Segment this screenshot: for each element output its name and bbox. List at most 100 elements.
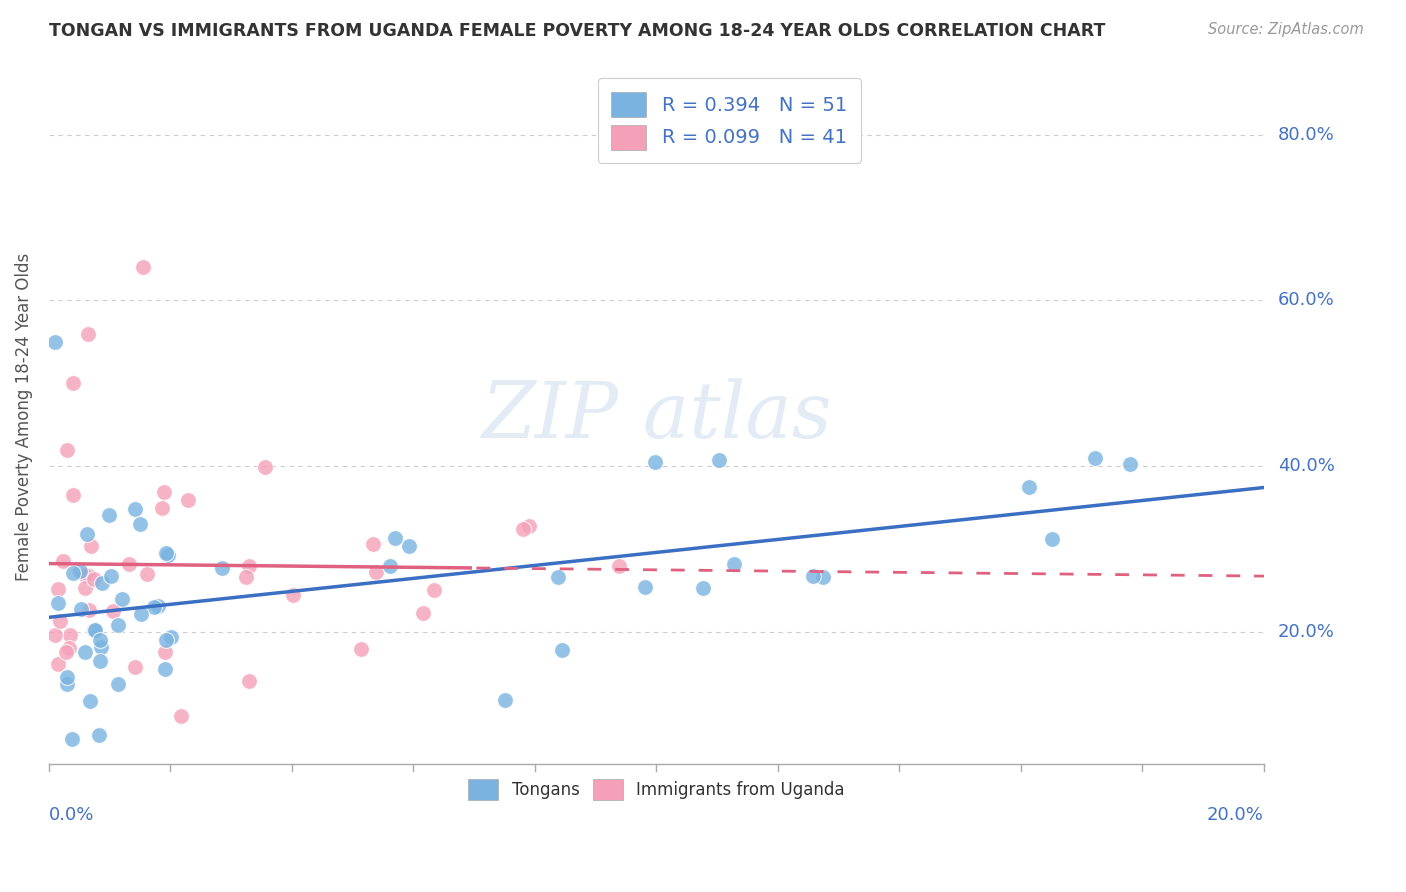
Point xyxy=(146,599,169,614)
Point xyxy=(69,565,91,579)
Point xyxy=(150,501,173,516)
Point xyxy=(73,568,96,582)
Point xyxy=(56,442,79,457)
Point xyxy=(551,643,574,657)
Text: ZIP atlas: ZIP atlas xyxy=(481,378,832,455)
Text: 20.0%: 20.0% xyxy=(1208,806,1264,824)
Point xyxy=(80,539,103,553)
Point xyxy=(811,569,834,583)
Point xyxy=(77,568,100,582)
Point xyxy=(801,569,824,583)
Point xyxy=(170,708,193,723)
Point xyxy=(380,559,402,574)
Point xyxy=(56,676,79,690)
Point xyxy=(58,640,80,655)
Text: Source: ZipAtlas.com: Source: ZipAtlas.com xyxy=(1208,22,1364,37)
Point xyxy=(283,588,305,602)
Point xyxy=(44,334,66,349)
Point xyxy=(517,518,540,533)
Point xyxy=(107,677,129,691)
Point xyxy=(55,670,77,684)
Point xyxy=(44,628,66,642)
Point xyxy=(62,732,84,747)
Point xyxy=(211,561,233,575)
Point xyxy=(89,654,111,668)
Point xyxy=(118,557,141,571)
Point xyxy=(423,583,446,598)
Point xyxy=(494,693,516,707)
Point xyxy=(723,557,745,571)
Point xyxy=(607,559,630,574)
Point xyxy=(135,567,157,582)
Point xyxy=(84,623,107,637)
Point xyxy=(83,623,105,637)
Point xyxy=(1084,450,1107,465)
Point xyxy=(152,484,174,499)
Point xyxy=(153,645,176,659)
Point xyxy=(384,531,406,545)
Text: 60.0%: 60.0% xyxy=(1278,292,1334,310)
Point xyxy=(634,580,657,594)
Point xyxy=(124,502,146,516)
Point xyxy=(73,581,96,595)
Point xyxy=(1018,480,1040,494)
Point xyxy=(62,566,84,581)
Point xyxy=(153,662,176,676)
Point xyxy=(155,633,177,648)
Point xyxy=(87,728,110,742)
Point xyxy=(398,539,420,553)
Text: 80.0%: 80.0% xyxy=(1278,126,1334,144)
Point xyxy=(143,599,166,614)
Point xyxy=(235,570,257,584)
Point xyxy=(111,592,134,607)
Point xyxy=(46,595,69,609)
Text: 0.0%: 0.0% xyxy=(49,806,94,824)
Point xyxy=(366,565,388,579)
Point xyxy=(155,546,177,560)
Point xyxy=(412,607,434,621)
Point xyxy=(107,617,129,632)
Point xyxy=(46,582,69,596)
Point xyxy=(238,674,260,689)
Point xyxy=(692,581,714,595)
Point xyxy=(55,645,77,659)
Legend: Tongans, Immigrants from Uganda: Tongans, Immigrants from Uganda xyxy=(457,767,856,812)
Point xyxy=(79,603,101,617)
Point xyxy=(69,602,91,616)
Point xyxy=(59,628,82,642)
Point xyxy=(707,453,730,467)
Point xyxy=(46,657,69,672)
Point xyxy=(512,522,534,536)
Text: 40.0%: 40.0% xyxy=(1278,457,1334,475)
Point xyxy=(76,527,98,541)
Point xyxy=(73,645,96,659)
Point xyxy=(89,633,111,648)
Point xyxy=(361,537,384,551)
Point xyxy=(128,516,150,531)
Point xyxy=(90,640,112,654)
Point xyxy=(1119,457,1142,471)
Point xyxy=(547,570,569,584)
Point xyxy=(177,492,200,507)
Point xyxy=(79,693,101,707)
Point xyxy=(350,642,373,657)
Text: TONGAN VS IMMIGRANTS FROM UGANDA FEMALE POVERTY AMONG 18-24 YEAR OLDS CORRELATIO: TONGAN VS IMMIGRANTS FROM UGANDA FEMALE … xyxy=(49,22,1105,40)
Point xyxy=(129,607,152,621)
Point xyxy=(97,508,120,522)
Y-axis label: Female Poverty Among 18-24 Year Olds: Female Poverty Among 18-24 Year Olds xyxy=(15,252,32,581)
Point xyxy=(238,558,260,573)
Point xyxy=(101,604,124,618)
Text: 20.0%: 20.0% xyxy=(1278,623,1334,640)
Point xyxy=(62,488,84,502)
Point xyxy=(62,376,84,391)
Point xyxy=(49,615,72,629)
Point xyxy=(644,454,666,468)
Point xyxy=(90,576,112,591)
Point xyxy=(83,573,105,587)
Point xyxy=(52,554,75,568)
Point xyxy=(254,460,277,475)
Point xyxy=(160,630,183,644)
Point xyxy=(1040,533,1063,547)
Point xyxy=(100,569,122,583)
Point xyxy=(77,326,100,341)
